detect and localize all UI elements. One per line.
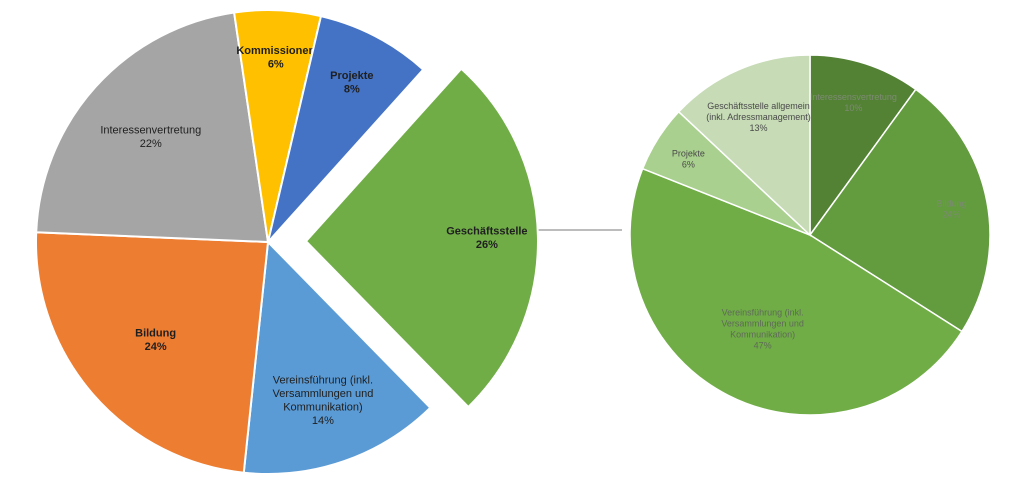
slice-label: Geschäftsstelle 26%	[446, 226, 527, 252]
slice-label: Interessensvertretung 10%	[810, 92, 897, 113]
pie-slice	[808, 88, 991, 333]
pie-slice	[809, 54, 917, 238]
slice-label: Kommissionen 6%	[236, 45, 315, 71]
pie-slice	[35, 231, 270, 474]
pie-slice	[304, 67, 539, 409]
breakdown-pie: Interessensvertretung 10% Bildung 24% Verein…	[629, 54, 991, 416]
pie-slice	[677, 54, 811, 237]
slice-label: Projekte 8%	[330, 70, 373, 96]
main-pie: Geschäftsstelle 26% Vereinsführung (inkl. V…	[35, 9, 539, 475]
pie-slice	[267, 14, 425, 243]
slice-label: Bildung 24%	[135, 327, 176, 353]
slice-label: Vereinsführung (inkl. Versammlungen und Ko…	[272, 374, 373, 427]
pie-slice	[629, 167, 964, 416]
slice-label: Geschäftsstelle allgemein (inkl. Adressma…	[706, 101, 811, 133]
pie-slice	[35, 11, 270, 244]
slice-label: Interessenvertretung 22%	[100, 125, 201, 151]
slice-label: Bildung 24%	[936, 199, 966, 220]
slice-label: Projekte 6%	[672, 148, 705, 169]
slice-label: Vereinsführung (inkl. Versammlungen und Ko…	[721, 308, 804, 351]
pie-slice	[242, 239, 432, 475]
